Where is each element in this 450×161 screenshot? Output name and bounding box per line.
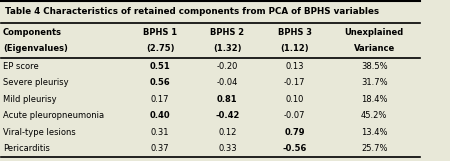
Text: 45.2%: 45.2% <box>361 111 387 120</box>
Text: -0.07: -0.07 <box>284 111 305 120</box>
Text: Acute pleuropneumonia: Acute pleuropneumonia <box>3 111 104 120</box>
Text: Mild pleurisy: Mild pleurisy <box>3 95 56 104</box>
Text: Variance: Variance <box>354 44 395 53</box>
Text: 25.7%: 25.7% <box>361 144 387 153</box>
Text: 18.4%: 18.4% <box>361 95 387 104</box>
Text: (Eigenvalues): (Eigenvalues) <box>3 44 68 53</box>
Text: -0.20: -0.20 <box>216 62 238 71</box>
Text: 0.51: 0.51 <box>150 62 171 71</box>
Text: 0.79: 0.79 <box>284 128 305 137</box>
Text: BPHS 1: BPHS 1 <box>143 28 177 37</box>
Text: Viral-type lesions: Viral-type lesions <box>3 128 76 137</box>
Text: 0.56: 0.56 <box>150 78 171 87</box>
Text: 0.17: 0.17 <box>151 95 170 104</box>
Text: 0.31: 0.31 <box>151 128 170 137</box>
Text: (2.75): (2.75) <box>146 44 175 53</box>
Text: -0.56: -0.56 <box>282 144 307 153</box>
Text: 0.81: 0.81 <box>217 95 238 104</box>
Text: Pericarditis: Pericarditis <box>3 144 50 153</box>
Text: 13.4%: 13.4% <box>361 128 387 137</box>
Text: 0.37: 0.37 <box>151 144 170 153</box>
Text: -0.17: -0.17 <box>284 78 305 87</box>
Text: 0.33: 0.33 <box>218 144 237 153</box>
Text: BPHS 3: BPHS 3 <box>278 28 311 37</box>
Text: (1.12): (1.12) <box>280 44 309 53</box>
Text: 0.40: 0.40 <box>150 111 171 120</box>
Text: 0.12: 0.12 <box>218 128 237 137</box>
Text: Components: Components <box>3 28 62 37</box>
Text: EP score: EP score <box>3 62 39 71</box>
Text: Unexplained: Unexplained <box>345 28 404 37</box>
Text: Table 4 Characteristics of retained components from PCA of BPHS variables: Table 4 Characteristics of retained comp… <box>5 7 379 16</box>
Text: -0.04: -0.04 <box>216 78 238 87</box>
Text: 0.10: 0.10 <box>285 95 304 104</box>
Text: (1.32): (1.32) <box>213 44 242 53</box>
Text: 31.7%: 31.7% <box>361 78 387 87</box>
Text: -0.42: -0.42 <box>215 111 239 120</box>
Text: 0.13: 0.13 <box>285 62 304 71</box>
Text: 38.5%: 38.5% <box>361 62 387 71</box>
Text: BPHS 2: BPHS 2 <box>210 28 244 37</box>
Text: Severe pleurisy: Severe pleurisy <box>3 78 68 87</box>
